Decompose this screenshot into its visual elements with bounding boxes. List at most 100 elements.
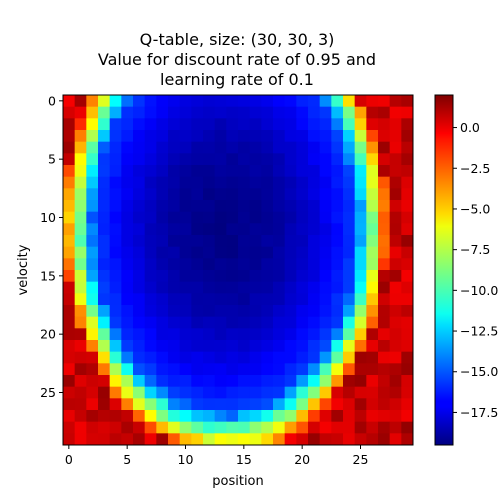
- colorbar-tick-label: −10.0: [460, 283, 498, 298]
- heatmap-cell: [319, 433, 332, 446]
- heatmap-cell: [109, 386, 122, 399]
- heatmap-cell: [191, 351, 204, 364]
- heatmap-cell: [343, 328, 356, 341]
- heatmap-cell: [319, 363, 332, 376]
- y-tick-label: 0: [48, 93, 56, 108]
- heatmap-cell: [86, 316, 99, 329]
- heatmap-cell: [133, 421, 146, 434]
- heatmap-cell: [133, 95, 146, 108]
- heatmap-cell: [273, 270, 286, 283]
- heatmap-cell: [261, 200, 274, 213]
- heatmap-cell: [98, 141, 111, 154]
- heatmap-cell: [191, 293, 204, 306]
- heatmap-cell: [308, 433, 321, 446]
- heatmap-cell: [74, 106, 87, 119]
- heatmap-cell: [226, 141, 239, 154]
- heatmap-cell: [343, 141, 356, 154]
- heatmap-cell: [133, 165, 146, 178]
- heatmap-cell: [366, 305, 379, 318]
- heatmap-cell: [86, 200, 99, 213]
- heatmap-cell: [389, 165, 402, 178]
- heatmap-cell: [238, 375, 251, 388]
- heatmap-cell: [203, 305, 216, 318]
- heatmap-cell: [226, 258, 239, 271]
- heatmap-cell: [296, 258, 309, 271]
- heatmap-cell: [214, 281, 227, 294]
- heatmap-cell: [203, 153, 216, 166]
- heatmap-cell: [121, 130, 134, 143]
- heatmap-cell: [389, 176, 402, 189]
- heatmap-cell: [273, 95, 286, 108]
- heatmap-cell: [261, 223, 274, 236]
- heatmap-cell: [191, 153, 204, 166]
- heatmap-cell: [168, 235, 181, 248]
- heatmap-cell: [226, 188, 239, 201]
- heatmap-cell: [331, 281, 344, 294]
- heatmap-cell: [109, 235, 122, 248]
- heatmap-cell: [214, 188, 227, 201]
- heatmap-cell: [109, 293, 122, 306]
- heatmap-cell: [226, 130, 239, 143]
- heatmap-cell: [191, 130, 204, 143]
- heatmap-cell: [214, 293, 227, 306]
- heatmap-cell: [249, 95, 262, 108]
- heatmap-cell: [156, 106, 169, 119]
- heatmap-cell: [214, 258, 227, 271]
- heatmap-cell: [121, 188, 134, 201]
- heatmap-cell: [203, 410, 216, 423]
- heatmap-cell: [366, 211, 379, 224]
- heatmap-cell: [354, 235, 367, 248]
- heatmap-cell: [331, 410, 344, 423]
- heatmap-cell: [98, 281, 111, 294]
- heatmap-cell: [133, 293, 146, 306]
- heatmap-cell: [284, 293, 297, 306]
- heatmap-cell: [226, 211, 239, 224]
- heatmap-cell: [226, 410, 239, 423]
- heatmap-cell: [98, 258, 111, 271]
- heatmap-cell: [156, 270, 169, 283]
- heatmap-cell: [109, 398, 122, 411]
- heatmap-cell: [249, 293, 262, 306]
- colorbar-ticks: 0.0 −2.5 −5.0 −7.5 −10.0 −12.5 −15.0 −17.5: [453, 120, 498, 420]
- heatmap-cell: [98, 153, 111, 166]
- heatmap-cell: [261, 410, 274, 423]
- heatmap-cell: [378, 235, 391, 248]
- heatmap-cell: [144, 316, 157, 329]
- heatmap-cell: [354, 375, 367, 388]
- heatmap-cell: [133, 235, 146, 248]
- heatmap-cell: [144, 281, 157, 294]
- heatmap-cell: [261, 246, 274, 259]
- heatmap-cell: [214, 223, 227, 236]
- heatmap-cell: [273, 281, 286, 294]
- heatmap-cell: [343, 433, 356, 446]
- heatmap-cell: [296, 433, 309, 446]
- heatmap-cell: [319, 130, 332, 143]
- heatmap-cell: [144, 305, 157, 318]
- heatmap-cell: [121, 118, 134, 131]
- heatmap-cell: [284, 281, 297, 294]
- heatmap-cell: [179, 305, 192, 318]
- heatmap-cell: [389, 340, 402, 353]
- heatmap-cell: [354, 398, 367, 411]
- heatmap-cell: [121, 281, 134, 294]
- heatmap-cell: [319, 328, 332, 341]
- heatmap-cell: [156, 118, 169, 131]
- heatmap-cell: [284, 223, 297, 236]
- heatmap-cell: [331, 235, 344, 248]
- y-tick-label: 10: [40, 210, 56, 225]
- heatmap-cell: [261, 130, 274, 143]
- heatmap-cell: [401, 433, 414, 446]
- heatmap-cell: [156, 211, 169, 224]
- heatmap-cell: [238, 351, 251, 364]
- heatmap-cell: [214, 130, 227, 143]
- heatmap-cell: [401, 118, 414, 131]
- heatmap-cell: [261, 305, 274, 318]
- heatmap-cell: [63, 386, 76, 399]
- heatmap-cell: [121, 223, 134, 236]
- heatmap-cell: [214, 340, 227, 353]
- heatmap-cell: [74, 410, 87, 423]
- heatmap-cell: [331, 153, 344, 166]
- heatmap-cell: [366, 375, 379, 388]
- heatmap-cell: [331, 305, 344, 318]
- heatmap-cell: [378, 305, 391, 318]
